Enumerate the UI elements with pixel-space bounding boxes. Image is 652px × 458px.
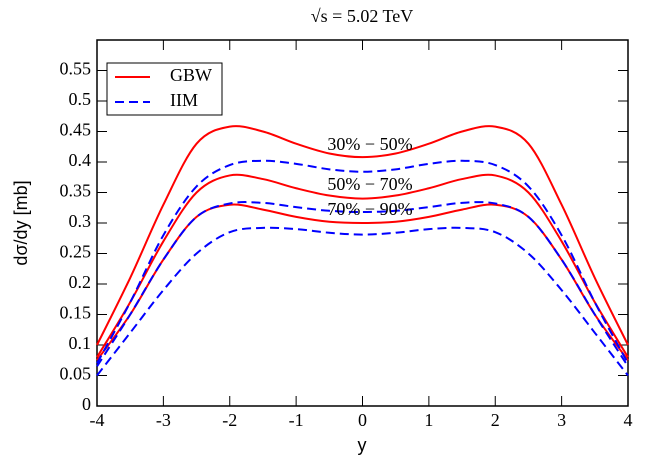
annotation: 70% − 90% [327,199,412,219]
y-tick-label: 0.25 [60,242,92,262]
legend-label: IIM [170,90,198,110]
annotation: 50% − 70% [327,174,412,194]
x-tick-label: 1 [424,410,433,430]
legend-box [106,62,223,116]
y-tick-label: 0.1 [69,333,92,353]
y-tick-label: 0.3 [69,211,92,231]
curve [96,159,629,364]
y-axis-label: dσ/dy [mb] [11,180,31,265]
x-axis-label: y [358,435,367,455]
x-tick-label: 0 [358,410,367,430]
y-tick-label: 0.45 [60,120,92,140]
annotation: 30% − 50% [327,134,412,154]
x-tick-label: -4 [90,410,105,430]
curve [96,203,629,361]
y-tick-label: 0.15 [60,303,92,323]
x-tick-label: 4 [624,410,633,430]
legend-label: GBW [170,65,212,85]
y-tick-label: 0.4 [69,150,92,170]
x-tick-label: -1 [289,410,304,430]
curve [96,125,629,346]
x-tick-label: 3 [557,410,566,430]
x-tick-label: 2 [491,410,500,430]
y-tick-label: 0.5 [69,89,92,109]
chart-title: √s = 5.02 TeV [311,6,413,26]
y-tick-label: 0.05 [60,364,92,384]
y-tick-label: 0.2 [69,272,92,292]
curve [96,173,629,358]
y-tick-label: 0 [82,394,91,414]
x-tick-label: -3 [156,410,171,430]
x-tick-label: -2 [222,410,237,430]
curve [96,201,629,367]
y-tick-label: 0.35 [60,181,92,201]
y-tick-label: 0.55 [60,59,92,79]
curve [96,226,629,377]
